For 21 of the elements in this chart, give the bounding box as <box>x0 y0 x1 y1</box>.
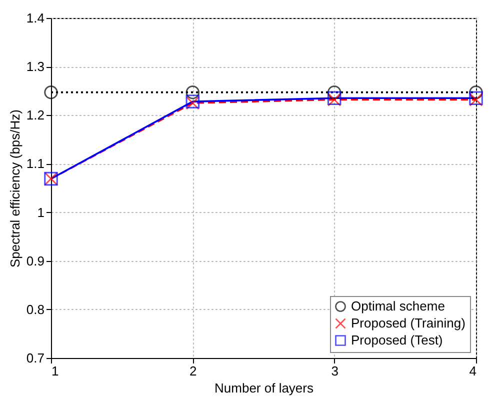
x-tick-label: 4 <box>469 364 476 378</box>
y-tick-label: 1.1 <box>26 156 44 172</box>
legend-label: Proposed (Training) <box>351 316 466 330</box>
point <box>44 85 58 100</box>
x-tick-label: 3 <box>331 364 338 378</box>
y-tick-label: 0.7 <box>26 350 44 366</box>
point <box>469 85 483 100</box>
y-tick-label: 0.9 <box>26 253 44 268</box>
legend-label: Proposed (Test) <box>351 332 443 348</box>
y-tick-label: 1 <box>37 204 44 220</box>
y-tick-label: 1.3 <box>26 59 44 74</box>
y-axis-title: Spectral efficiency (bps/Hz) <box>7 110 22 268</box>
y-tick-label: 1.2 <box>26 108 44 123</box>
legend-label: Optimal scheme <box>351 298 445 314</box>
point <box>327 85 342 100</box>
x-tick-label: 2 <box>190 364 197 378</box>
y-tick-label: 1.4 <box>26 10 44 26</box>
x-tick-label: 1 <box>52 364 59 378</box>
x-axis-title: Number of layers <box>214 380 314 396</box>
point <box>186 85 200 100</box>
y-tick-label: 0.8 <box>26 302 44 317</box>
